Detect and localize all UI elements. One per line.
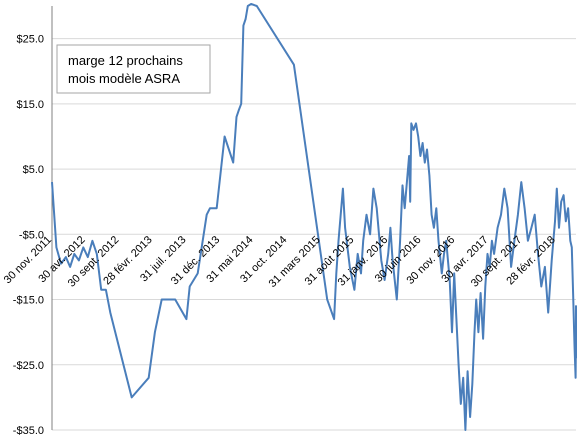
y-tick-label: $25.0 <box>16 34 44 46</box>
y-tick-label: -$35.0 <box>13 425 44 437</box>
legend: marge 12 prochains mois modèle ASRA <box>56 44 211 94</box>
y-tick-label: $15.0 <box>16 99 44 111</box>
y-tick-label: -$15.0 <box>13 295 44 307</box>
legend-text-line2: mois modèle ASRA <box>68 71 180 86</box>
y-tick-label: -$5.0 <box>19 229 44 241</box>
legend-box <box>56 44 211 94</box>
y-tick-label: $5.0 <box>23 164 44 176</box>
y-axis-ticks: $25.0 $15.0 $5.0 -$5.0 -$15.0 -$25.0 -$35.0 <box>13 34 44 437</box>
gridlines <box>52 38 576 431</box>
y-tick-label: -$25.0 <box>13 360 44 372</box>
legend-text-line1: marge 12 prochains <box>68 53 183 68</box>
series-line <box>51 3 577 431</box>
